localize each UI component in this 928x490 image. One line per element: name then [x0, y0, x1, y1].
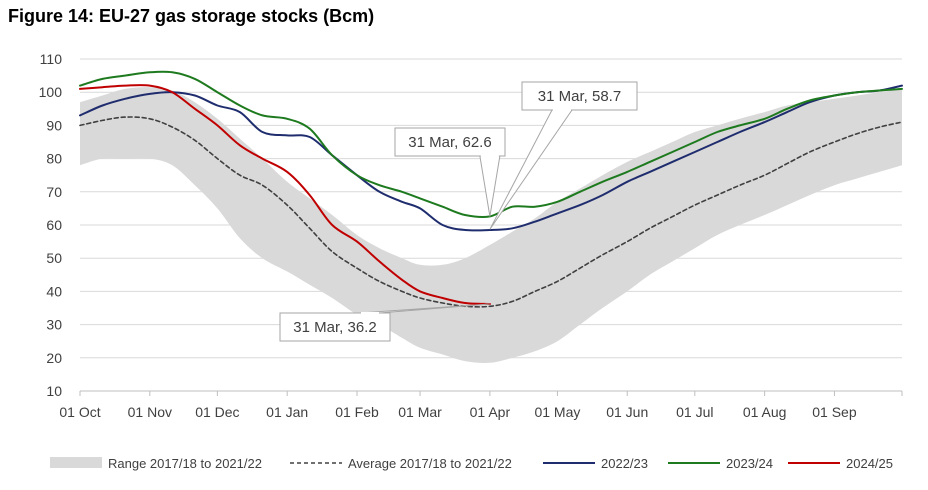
- callouts: 31 Mar, 58.7 31 Mar, 62.6 31 Mar, 36.2: [279, 81, 638, 342]
- x-tick-label: 01 Sep: [812, 404, 857, 420]
- callout-3: 31 Mar, 36.2: [279, 303, 490, 342]
- axes: 10 20 30 40 50 60 70 80 90 100 110 01 Oct 01 Nov 01 D…: [39, 51, 903, 420]
- legend: Range 2017/18 to 2021/22 Average 2017/18 …: [50, 456, 893, 471]
- y-tick-label: 60: [46, 217, 62, 233]
- legend-label: 2024/25: [846, 456, 893, 471]
- y-tick-label: 10: [46, 383, 62, 399]
- y-tick-label: 70: [46, 184, 62, 200]
- legend-item-5: 2024/25: [788, 456, 893, 471]
- callout-box: [521, 81, 638, 111]
- range-band-layer: [80, 87, 902, 363]
- series-line-average-2017-18-to-2021-22: [79, 116, 903, 308]
- y-tick-label: 90: [46, 117, 62, 133]
- x-tick-label: 01 Mar: [398, 404, 442, 420]
- y-tick-label: 50: [46, 250, 62, 266]
- legend-swatch-band: [50, 457, 102, 468]
- legend-item-1: Range 2017/18 to 2021/22: [50, 456, 262, 471]
- y-tick-label: 100: [39, 84, 63, 100]
- x-tick-label: 01 Apr: [470, 404, 511, 420]
- x-tick-label: 01 Nov: [128, 404, 172, 420]
- callout-1: 31 Mar, 58.7: [489, 81, 638, 230]
- y-tick-label: 80: [46, 151, 62, 167]
- legend-label: 2023/24: [726, 456, 773, 471]
- x-tick-label: 01 Dec: [195, 404, 239, 420]
- x-tick-label: 01 Oct: [59, 404, 100, 420]
- x-tick-label: 01 Jun: [606, 404, 648, 420]
- legend-item-3: 2022/23: [543, 456, 648, 471]
- callout-pointer: [479, 155, 501, 217]
- callout-label: 31 Mar, 62.6: [408, 134, 491, 151]
- series-line-2022-23: [79, 84, 903, 232]
- legend-label: Range 2017/18 to 2021/22: [108, 456, 262, 471]
- callout-box: [279, 312, 391, 342]
- y-tick-label: 110: [40, 51, 63, 67]
- legend-label: Average 2017/18 to 2021/22: [348, 456, 512, 471]
- legend-item-2: Average 2017/18 to 2021/22: [290, 456, 512, 471]
- y-tick-label: 30: [46, 317, 62, 333]
- callout-2: 31 Mar, 62.6: [394, 127, 506, 217]
- callout-label: 31 Mar, 58.7: [538, 88, 621, 105]
- y-tick-label: 40: [46, 283, 62, 299]
- callout-box: [394, 127, 506, 157]
- x-tick-label: 01 Feb: [335, 404, 379, 420]
- range-band-area: [80, 87, 902, 363]
- y-tick-label: 20: [46, 350, 62, 366]
- chart-title: Figure 14: EU-27 gas storage stocks (Bcm…: [8, 6, 375, 26]
- legend-label: 2022/23: [601, 456, 648, 471]
- x-tick-label: 01 May: [534, 404, 580, 420]
- x-tick-label: 01 Aug: [743, 404, 787, 420]
- legend-item-4: 2023/24: [668, 456, 773, 471]
- callout-label: 31 Mar, 36.2: [293, 319, 376, 336]
- series-line-2024-25: [79, 84, 491, 305]
- x-tick-label: 01 Jul: [676, 404, 713, 420]
- x-tick-label: 01 Jan: [266, 404, 308, 420]
